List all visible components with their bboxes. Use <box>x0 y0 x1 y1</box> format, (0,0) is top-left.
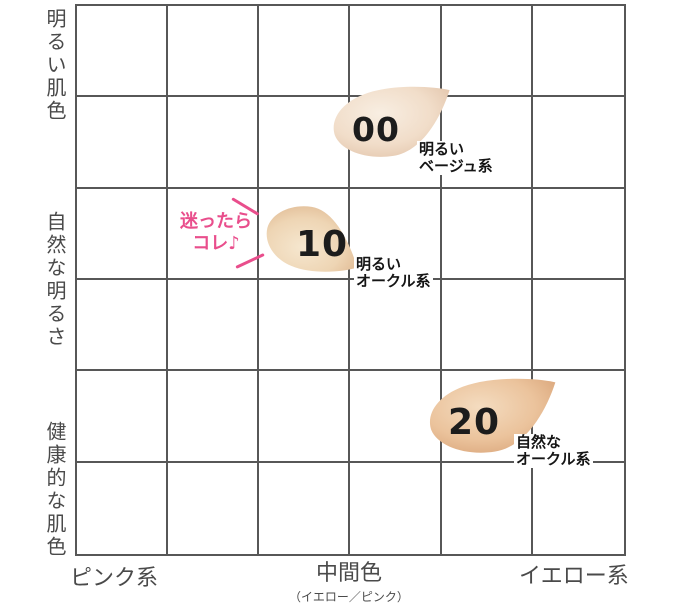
grid-cell <box>533 463 624 554</box>
grid-cell <box>350 6 442 98</box>
shade-label-20-line2: オークル系 <box>516 450 591 468</box>
shade-label-10: 明るい オークル系 <box>354 256 433 290</box>
grid-cell <box>532 6 624 98</box>
grid-cell <box>441 97 533 189</box>
smear-shape-00 <box>333 86 450 157</box>
grid <box>75 4 626 556</box>
grid-cell <box>259 462 351 554</box>
shade-label-10-line2: オークル系 <box>356 272 431 290</box>
shade-swatch-00 <box>333 86 450 157</box>
grid-cell <box>77 280 169 372</box>
shade-label-20: 自然な オークル系 <box>514 434 593 468</box>
grid-cell <box>168 462 260 554</box>
shade-label-00-line2: ベージュ系 <box>419 157 493 175</box>
grid-cell <box>441 188 533 280</box>
shade-label-00-line1: 明るい <box>419 140 465 158</box>
grid-cell <box>442 462 533 554</box>
x-axis-label-pink: ピンク系 <box>70 566 159 591</box>
callout-line1: 迷ったら <box>180 211 252 232</box>
shade-number-00: 00 <box>352 110 400 149</box>
x-axis-center-group: 中間色 （イエロー／ピンク） <box>283 555 415 605</box>
grid-cell <box>350 280 442 372</box>
grid-cell <box>168 371 260 463</box>
smear-shape-10 <box>266 206 358 272</box>
grid-cell <box>168 97 260 189</box>
grid-cell <box>259 371 351 463</box>
x-axis-label-middle: 中間色 <box>315 561 382 586</box>
recommendation-callout: 迷ったら コレ♪ <box>177 211 255 255</box>
grid-cell <box>77 97 169 189</box>
grid-cell <box>77 462 169 554</box>
grid-cell <box>168 6 260 98</box>
grid-cell <box>77 188 169 280</box>
grid-cell <box>350 462 442 554</box>
shade-number-10: 10 <box>296 224 349 265</box>
callout-line2: コレ♪ <box>192 233 240 254</box>
grid-cell <box>77 6 169 98</box>
grid-cell <box>532 97 624 189</box>
grid-cell <box>441 280 533 372</box>
grid-cell <box>259 6 351 98</box>
shade-label-00: 明るい ベージュ系 <box>417 141 495 175</box>
grid-cell <box>259 188 351 280</box>
y-axis-label-bright-skin: 明るい肌色 <box>43 8 67 123</box>
shade-label-10-line1: 明るい <box>356 255 402 273</box>
grid-cell <box>259 280 351 372</box>
x-axis-sublabel-yellow-pink: （イエロー／ピンク） <box>289 590 409 604</box>
grid-cell <box>168 280 260 372</box>
x-axis-label-yellow: イエロー系 <box>519 564 629 589</box>
grid-cell <box>532 189 624 280</box>
shade-label-20-line1: 自然な <box>516 433 562 451</box>
grid-cell <box>77 371 169 463</box>
y-axis-label-healthy-skin: 健康的な肌色 <box>43 421 67 559</box>
grid-cell <box>441 6 533 98</box>
shade-number-20: 20 <box>448 402 501 443</box>
grid-cell <box>532 280 624 372</box>
grid-cell <box>168 188 260 280</box>
y-axis-label-natural-brightness: 自然な明るさ <box>43 211 67 349</box>
shade-swatch-10 <box>266 206 358 272</box>
